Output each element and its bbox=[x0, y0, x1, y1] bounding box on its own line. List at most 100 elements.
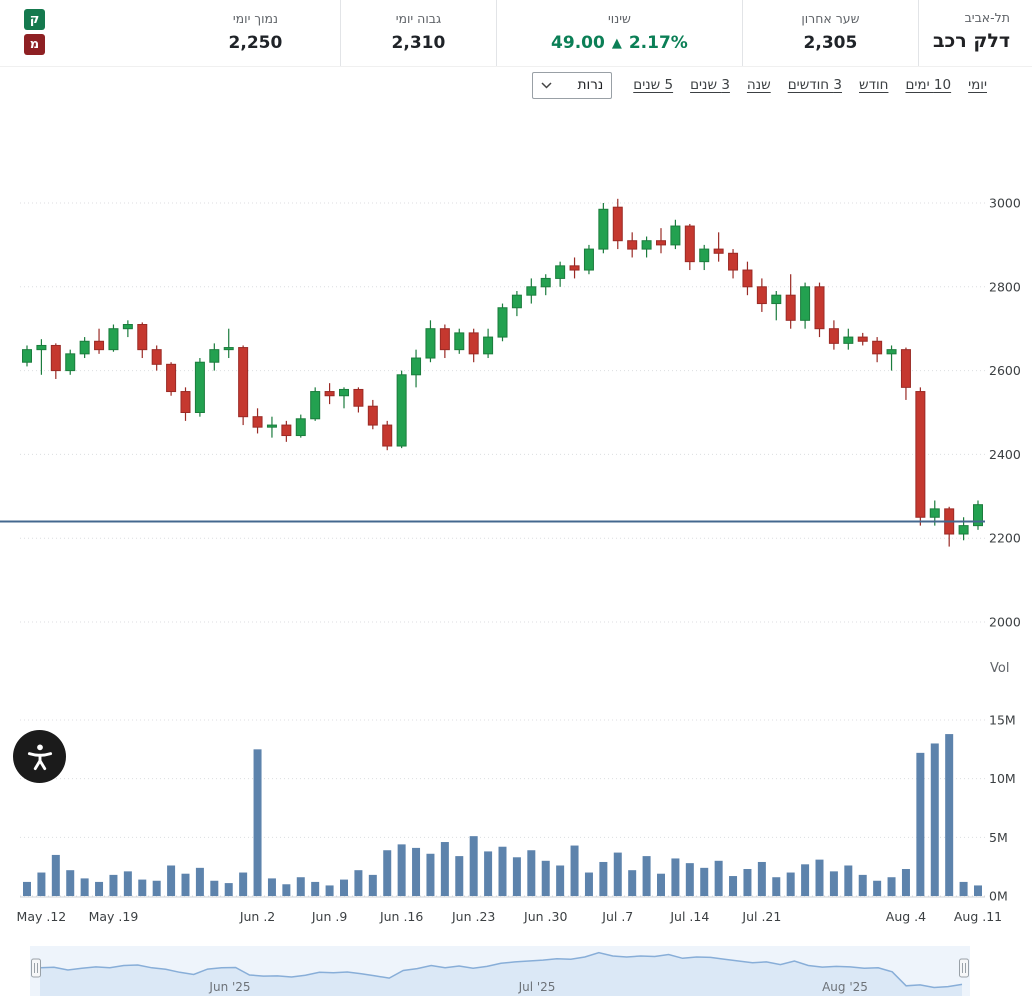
volume-bar bbox=[570, 845, 579, 896]
candle-body bbox=[670, 225, 681, 246]
volume-bar bbox=[455, 856, 464, 896]
candle-body bbox=[122, 324, 133, 330]
range-3-years[interactable]: 3 שנים bbox=[690, 77, 730, 93]
svg-text:2800: 2800 bbox=[989, 279, 1021, 294]
volume-bar bbox=[685, 863, 694, 896]
volume-bar bbox=[412, 847, 421, 896]
svg-text:2200: 2200 bbox=[989, 531, 1021, 546]
svg-text:5M: 5M bbox=[989, 830, 1008, 845]
svg-text:3000: 3000 bbox=[989, 196, 1021, 211]
candle-body bbox=[468, 332, 479, 355]
candle-body bbox=[929, 508, 940, 518]
candle-body bbox=[598, 208, 609, 250]
volume-bar bbox=[671, 858, 680, 896]
navigator-handle-left[interactable] bbox=[31, 958, 41, 978]
candlestick-series bbox=[22, 198, 983, 547]
svg-text:Jun .16: Jun .16 bbox=[379, 909, 423, 924]
volume-bar bbox=[282, 884, 291, 896]
volume-bar bbox=[368, 874, 377, 896]
volume-bar bbox=[930, 743, 939, 896]
last-price-stat: שער אחרון 2,305 bbox=[743, 0, 919, 66]
svg-text:10M: 10M bbox=[989, 771, 1016, 786]
candle-body bbox=[50, 344, 61, 372]
candle-body bbox=[526, 286, 537, 296]
range-year[interactable]: שנה bbox=[746, 77, 771, 93]
svg-text:May .19: May .19 bbox=[89, 909, 139, 924]
svg-text:Jul .14: Jul .14 bbox=[669, 909, 709, 924]
volume-bar bbox=[613, 852, 622, 896]
volume-bar bbox=[527, 850, 536, 896]
candle-body bbox=[223, 347, 234, 351]
candle-body bbox=[353, 388, 364, 407]
volume-bar bbox=[815, 859, 824, 896]
candle-body bbox=[555, 265, 566, 279]
candle-body bbox=[713, 248, 724, 254]
candle-body bbox=[699, 248, 710, 263]
volume-axis-title: Vol bbox=[990, 661, 1009, 676]
svg-text:May .12: May .12 bbox=[17, 909, 67, 924]
buy-badge[interactable]: ק bbox=[24, 9, 45, 30]
volume-bar bbox=[383, 850, 392, 896]
volume-bar bbox=[858, 874, 867, 896]
candle-body bbox=[511, 294, 522, 309]
range-toolbar: יומי 10 ימים חודש 3 חודשים שנה 3 שנים 5 … bbox=[532, 71, 987, 99]
candle-body bbox=[166, 363, 177, 393]
chart-type-selected: נרות bbox=[577, 77, 604, 93]
last-price-label: שער אחרון bbox=[801, 11, 860, 26]
candle-body bbox=[454, 332, 465, 351]
candle-body bbox=[973, 504, 983, 527]
candle-body bbox=[728, 252, 739, 271]
sell-badge[interactable]: מ bbox=[24, 34, 45, 55]
candle-body bbox=[958, 525, 969, 535]
instrument-header: תל-אביב דלק רכב שער אחרון 2,305 שינוי 49… bbox=[0, 0, 1032, 67]
daily-high-value: 2,310 bbox=[391, 33, 446, 53]
svg-text:Jul '25: Jul '25 bbox=[518, 980, 556, 994]
candle-body bbox=[36, 344, 47, 351]
volume-bar bbox=[23, 881, 31, 896]
navigator-area bbox=[40, 952, 962, 996]
svg-text:Aug '25: Aug '25 bbox=[822, 980, 868, 994]
candle-body bbox=[324, 391, 335, 397]
range-5-years[interactable]: 5 שנים bbox=[633, 77, 674, 93]
volume-bar bbox=[786, 872, 795, 896]
daily-low-stat: נמוך יומי 2,250 bbox=[171, 0, 341, 66]
price-axis-labels: 3000 2800 2600 2400 2200 2000 bbox=[989, 196, 1021, 630]
volume-bar bbox=[95, 881, 104, 896]
candle-body bbox=[22, 349, 32, 363]
range-10-days[interactable]: 10 ימים bbox=[905, 77, 952, 93]
candle-body bbox=[540, 277, 551, 288]
instrument-name: דלק רכב bbox=[932, 30, 1010, 52]
navigator-handle-right[interactable] bbox=[959, 958, 969, 978]
candle-body bbox=[656, 240, 666, 246]
volume-bar bbox=[729, 876, 738, 896]
market-label: תל-אביב bbox=[964, 10, 1010, 25]
volume-bar bbox=[138, 879, 147, 896]
range-daily[interactable]: יומי bbox=[968, 77, 987, 93]
candle-body bbox=[238, 347, 249, 418]
volume-bar bbox=[584, 872, 593, 896]
candle-body bbox=[310, 391, 321, 420]
candle-body bbox=[339, 388, 349, 397]
chevron-down-icon bbox=[541, 81, 552, 89]
candle-body bbox=[641, 240, 652, 250]
candle-body bbox=[828, 328, 839, 344]
volume-bar bbox=[253, 749, 262, 896]
accessibility-icon bbox=[27, 744, 52, 770]
volume-bar bbox=[311, 881, 320, 896]
accessibility-button[interactable] bbox=[13, 730, 66, 783]
candle-body bbox=[771, 294, 782, 305]
volume-axis-labels: Vol 15M 10M 5M 0M bbox=[989, 661, 1016, 904]
candle-body bbox=[497, 307, 508, 338]
range-3-months[interactable]: 3 חודשים bbox=[787, 77, 843, 93]
svg-text:Jun '25: Jun '25 bbox=[208, 980, 250, 994]
candle-body bbox=[785, 294, 796, 321]
volume-bar bbox=[123, 871, 132, 896]
candle-body bbox=[886, 349, 897, 355]
range-month[interactable]: חודש bbox=[859, 77, 889, 93]
svg-text:15M: 15M bbox=[989, 713, 1016, 728]
volume-bar bbox=[109, 874, 118, 896]
candle-body bbox=[425, 328, 436, 359]
candle-body bbox=[65, 353, 76, 372]
chart-type-select[interactable]: נרות bbox=[532, 71, 613, 99]
